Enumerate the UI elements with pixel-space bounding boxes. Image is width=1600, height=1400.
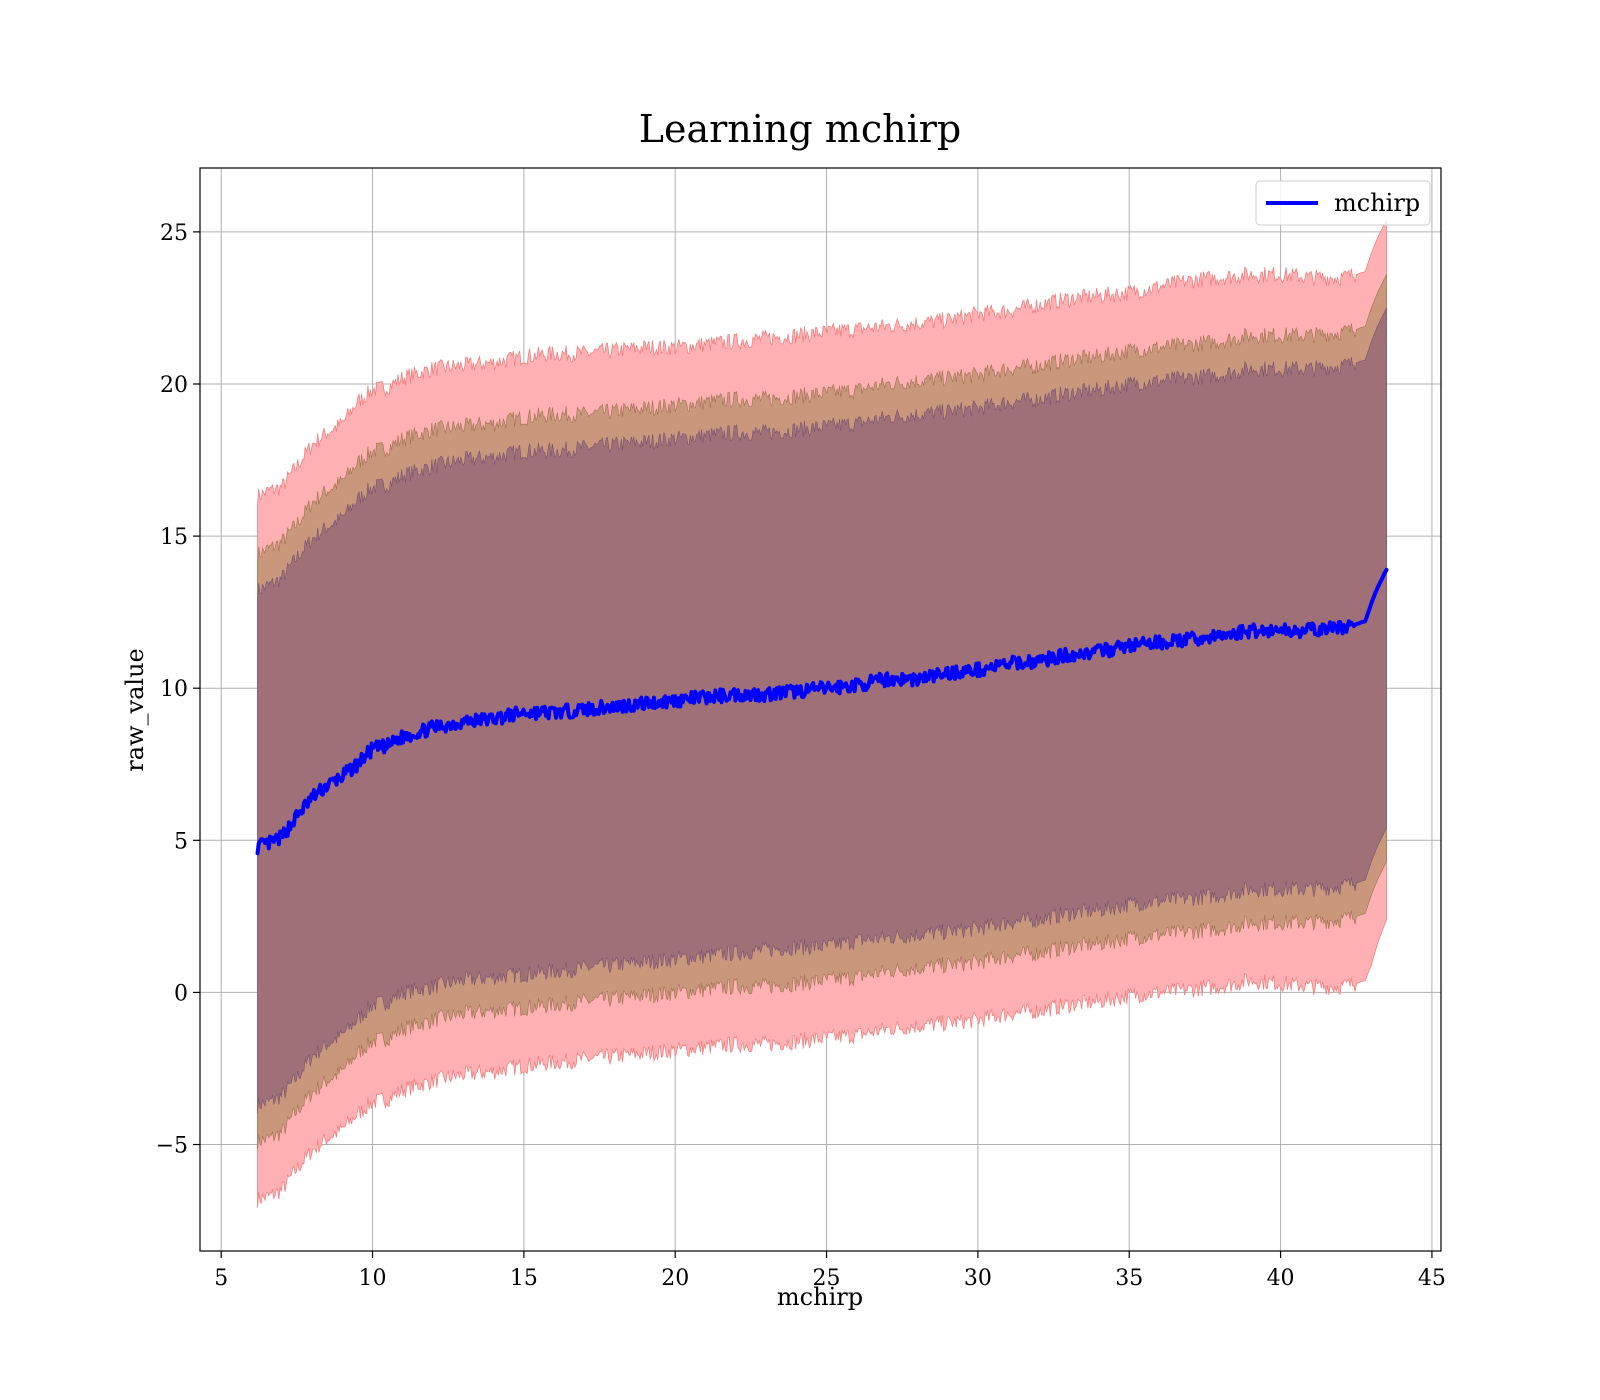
y-tick-label: 25 <box>160 221 188 246</box>
x-tick-label: 15 <box>510 1266 538 1291</box>
plot-area <box>255 219 1389 1208</box>
y-tick-label: 20 <box>160 373 188 398</box>
x-tick-label: 5 <box>214 1266 228 1291</box>
y-tick-label: −5 <box>156 1134 188 1159</box>
x-tick-label: 35 <box>1115 1266 1143 1291</box>
band-inner <box>257 307 1387 1114</box>
x-axis-ticks: 5 10 15 20 25 30 35 40 45 <box>214 1251 1446 1291</box>
legend-label-mchirp: mchirp <box>1334 189 1420 217</box>
chart-title: Learning mchirp <box>639 107 961 151</box>
x-tick-label: 40 <box>1267 1266 1295 1291</box>
legend: mchirp <box>1255 180 1431 226</box>
x-tick-label: 20 <box>661 1266 689 1291</box>
legend-box <box>1255 180 1431 226</box>
y-tick-label: 10 <box>160 677 188 702</box>
y-tick-label: 5 <box>174 829 188 854</box>
y-axis-ticks: −5 0 5 10 15 20 25 <box>156 221 200 1159</box>
y-tick-label: 0 <box>174 981 188 1006</box>
x-axis-label: mchirp <box>777 1283 863 1311</box>
x-tick-label: 10 <box>359 1266 387 1291</box>
y-axis-label: raw_value <box>121 648 149 772</box>
series-line-mchirp <box>255 567 1389 856</box>
x-tick-label: 30 <box>964 1266 992 1291</box>
axes-frame <box>199 167 1442 1252</box>
y-tick-label: 15 <box>160 525 188 550</box>
x-tick-label: 45 <box>1418 1266 1446 1291</box>
x-tick-label: 25 <box>813 1266 841 1291</box>
